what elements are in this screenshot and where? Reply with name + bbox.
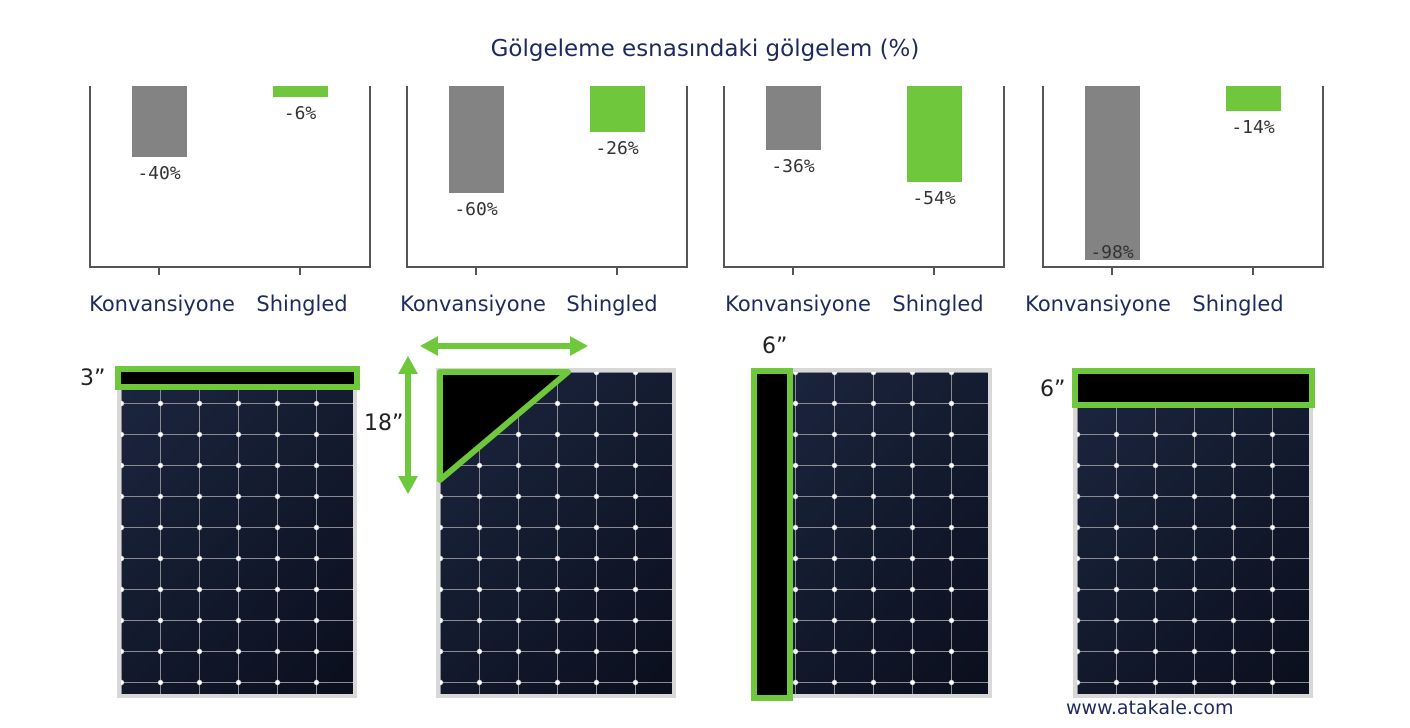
bar-shingled (589, 86, 645, 133)
data-label: -36% (771, 156, 815, 178)
x-axis-tick (616, 267, 618, 275)
data-label: -60% (454, 198, 498, 220)
data-label: -6% (283, 102, 317, 124)
bar-konvansiyone (448, 86, 504, 193)
solar-panel-3 (752, 368, 992, 698)
x-axis-tick (158, 267, 160, 275)
bar-konvansiyone (1084, 86, 1140, 261)
category-label: Shingled (892, 292, 984, 316)
category-label: Konvansiyone (1025, 292, 1171, 316)
bar-konvansiyone (765, 86, 821, 151)
bar-chart-4: -98% -14% (1042, 86, 1324, 275)
solar-panel-4 (1073, 368, 1313, 698)
bar-shingled (906, 86, 962, 183)
chart-title: Gölgeleme esnasındaki gölgelem (%) (490, 36, 920, 62)
shade-dimension-label: 6” (1040, 377, 1066, 402)
x-axis-tick (1111, 267, 1113, 275)
watermark: www.atakale.com (1066, 697, 1234, 719)
category-label: Shingled (566, 292, 658, 316)
x-axis-tick (475, 267, 477, 275)
category-label: Konvansiyone (400, 292, 546, 316)
shade-strip-left (751, 368, 793, 701)
shade-dimension-label: 6” (762, 334, 788, 359)
x-axis-tick (933, 267, 935, 275)
bar-chart-1: -40% -6% (89, 86, 371, 275)
data-label: -54% (912, 188, 956, 210)
category-label: Konvansiyone (89, 292, 235, 316)
bar-shingled (272, 86, 328, 97)
x-axis-tick (792, 267, 794, 275)
bar-konvansiyone (131, 86, 187, 158)
data-label: -40% (137, 163, 181, 185)
solar-panel-2 (436, 368, 676, 698)
bar-shingled (1225, 86, 1281, 111)
category-label: Konvansiyone (725, 292, 871, 316)
bar-chart-3: -36% -54% (723, 86, 1005, 275)
shade-strip-top (115, 366, 360, 390)
shade-dimension-label: 18” (364, 411, 404, 436)
x-axis-tick (299, 267, 301, 275)
x-axis-tick (1252, 267, 1254, 275)
data-label: -14% (1231, 116, 1275, 138)
data-label: -98% (1090, 242, 1134, 263)
category-label: Shingled (256, 292, 348, 316)
shade-strip-top-wide (1072, 368, 1315, 408)
category-label: Shingled (1192, 292, 1284, 316)
data-label: -26% (595, 138, 639, 160)
bar-chart-2: -60% -26% (406, 86, 688, 275)
shade-dimension-label: 3” (80, 366, 106, 391)
solar-panel-1 (117, 368, 357, 698)
